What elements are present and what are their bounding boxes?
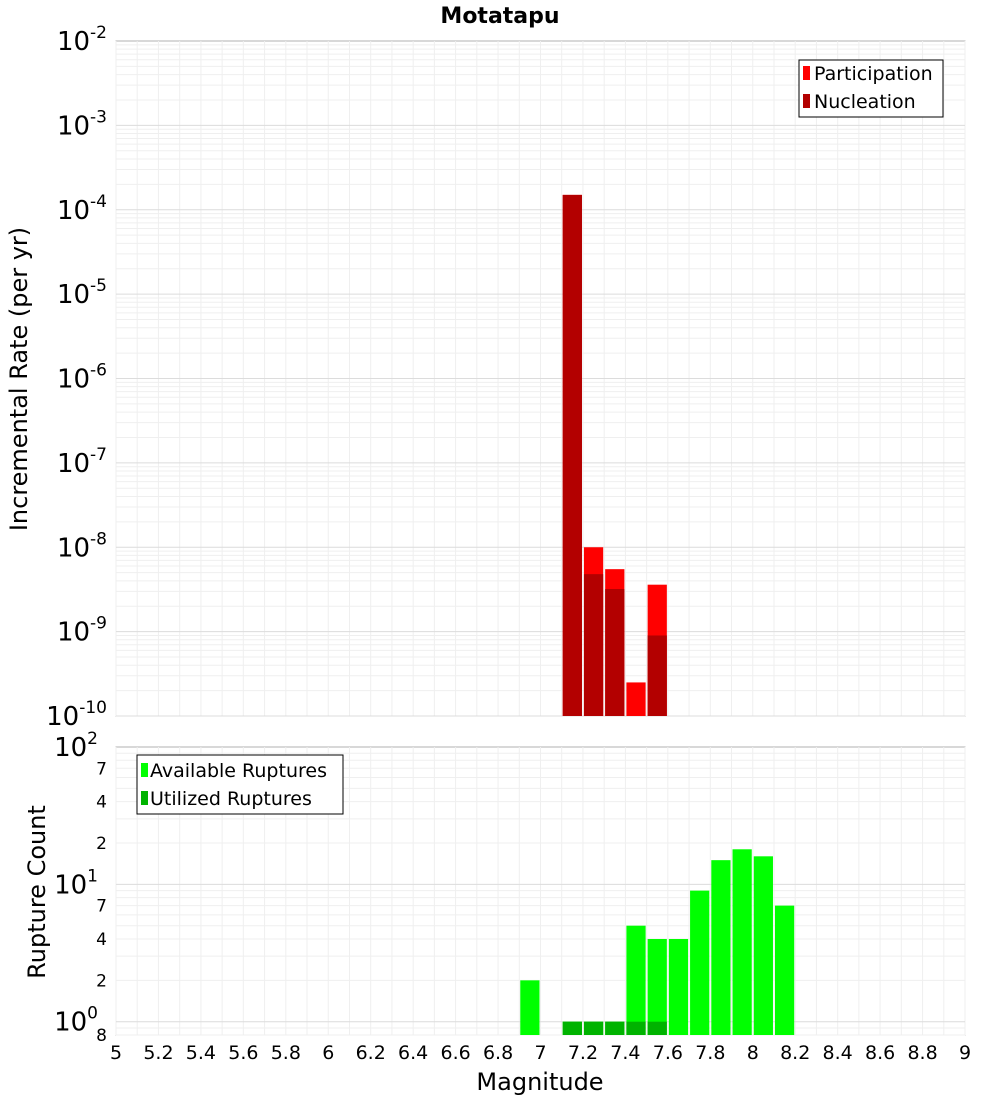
available-legend-swatch — [141, 763, 148, 777]
rate-y-tick-label: 10-3 — [57, 107, 107, 141]
available-ruptures-bar — [753, 856, 773, 1035]
magnitude-x-tick-label: 6.4 — [398, 1042, 428, 1064]
nucleation-bar — [647, 635, 667, 716]
rate-y-tick-label: 10-2 — [57, 23, 107, 57]
rate-legend-box — [798, 59, 944, 118]
available-ruptures-bar — [668, 939, 689, 1035]
nucleation-bar — [583, 574, 604, 716]
rate-panel: 10-10 10-9 10-8 10-7 10-6 10-5 10-4 10-3 10-2 In… — [5, 23, 966, 732]
magnitude-x-tick-label: 7.2 — [568, 1042, 598, 1064]
count-y-tick-label: 2 — [96, 971, 107, 991]
rate-y-tick-label: 10-10 — [46, 698, 107, 732]
magnitude-x-tick-label: 7.6 — [653, 1042, 683, 1064]
magnitude-x-tick-label: 5.4 — [186, 1042, 216, 1064]
utilized-ruptures-bar — [605, 1021, 625, 1035]
rate-y-tick-label: 10-8 — [57, 529, 107, 563]
rate-y-tick-label: 10-5 — [57, 276, 107, 310]
count-legend-box — [136, 754, 344, 815]
magnitude-x-tick-label: 9 — [959, 1042, 971, 1064]
rate-y-ticks: 10-10 10-9 10-8 10-7 10-6 10-5 10-4 10-3 10-2 — [46, 23, 107, 732]
magnitude-x-tick-label: 6.2 — [356, 1042, 386, 1064]
count-y-decade-label: 100 — [54, 1004, 98, 1038]
magnitude-x-ticks: 5 5.2 5.4 5.6 5.8 6 6.2 6.4 6.6 6.8 7 7.2 7.4 7.6 7.8 8… — [110, 1042, 971, 1064]
magnitude-x-tick-label: 7 — [534, 1042, 546, 1064]
available-ruptures-bar — [690, 890, 710, 1035]
rate-bars — [562, 194, 667, 716]
count-y-decade-label: 101 — [54, 866, 98, 900]
magnitude-x-label: Magnitude — [476, 1068, 603, 1096]
available-legend-label: Available Ruptures — [150, 760, 327, 782]
magnitude-x-tick-label: 7.8 — [695, 1042, 725, 1064]
utilized-legend-label: Utilized Ruptures — [150, 788, 312, 810]
count-bars — [520, 849, 795, 1035]
utilized-ruptures-bar — [626, 1021, 646, 1035]
utilized-ruptures-bar — [647, 1021, 667, 1035]
magnitude-x-tick-label: 8.2 — [780, 1042, 810, 1064]
magnitude-x-tick-label: 8.8 — [907, 1042, 937, 1064]
rate-legend: Participation Nucleation — [798, 59, 944, 118]
rate-y-label: Incremental Rate (per yr) — [5, 227, 33, 531]
available-ruptures-bar — [520, 980, 540, 1035]
magnitude-x-tick-label: 8.4 — [823, 1042, 853, 1064]
utilized-legend-swatch — [141, 791, 148, 805]
magnitude-x-tick-label: 7.4 — [610, 1042, 640, 1064]
count-panel: 8 2 4 7 2 4 7 100 101 102 5 5.2 5.4 5.6 5.8 6 6.2 6.4 6.6… — [23, 729, 971, 1096]
rate-y-tick-label: 10-7 — [57, 445, 107, 479]
magnitude-x-tick-label: 5.6 — [228, 1042, 258, 1064]
magnitude-x-tick-label: 5.2 — [143, 1042, 173, 1064]
count-y-tick-label: 4 — [96, 793, 107, 813]
magnitude-x-tick-label: 8.6 — [865, 1042, 895, 1064]
magnitude-x-tick-label: 6.8 — [483, 1042, 513, 1064]
count-y-decade-label: 102 — [54, 729, 98, 763]
count-y-tick-label: 4 — [96, 930, 107, 950]
count-y-tick-label: 7 — [96, 759, 107, 779]
rate-y-tick-label: 10-9 — [57, 614, 107, 648]
rate-grid — [115, 41, 966, 717]
count-legend: Available Ruptures Utilized Ruptures — [136, 754, 344, 815]
magnitude-x-tick-label: 5 — [110, 1042, 122, 1064]
count-y-tick-label: 7 — [96, 897, 107, 917]
available-ruptures-bar — [626, 925, 646, 1035]
count-y-tick-label: 8 — [96, 1026, 107, 1046]
magnitude-x-tick-label: 6 — [322, 1042, 334, 1064]
participation-legend-swatch — [803, 66, 810, 80]
nucleation-bar — [605, 589, 625, 716]
available-ruptures-bar — [647, 939, 667, 1035]
magnitude-x-tick-label: 6.6 — [440, 1042, 470, 1064]
utilized-ruptures-bar — [583, 1021, 604, 1035]
available-ruptures-bar — [711, 860, 731, 1035]
participation-legend-label: Participation — [814, 63, 933, 85]
nucleation-legend-label: Nucleation — [814, 91, 916, 113]
rate-y-tick-label: 10-6 — [57, 361, 107, 395]
count-y-label: Rupture Count — [23, 805, 51, 979]
participation-bar — [626, 682, 646, 716]
utilized-ruptures-bar — [562, 1021, 582, 1035]
count-y-ticks: 8 2 4 7 2 4 7 100 101 102 — [54, 729, 107, 1046]
chart-title: Motatapu — [440, 4, 559, 29]
available-ruptures-bar — [732, 849, 752, 1035]
magnitude-x-tick-label: 8 — [747, 1042, 759, 1064]
nucleation-bar — [562, 194, 582, 716]
nucleation-legend-swatch — [803, 94, 810, 108]
available-ruptures-bar — [774, 905, 795, 1035]
rate-y-tick-label: 10-4 — [57, 192, 107, 226]
magnitude-x-tick-label: 5.8 — [271, 1042, 301, 1064]
count-y-tick-label: 2 — [96, 834, 107, 854]
